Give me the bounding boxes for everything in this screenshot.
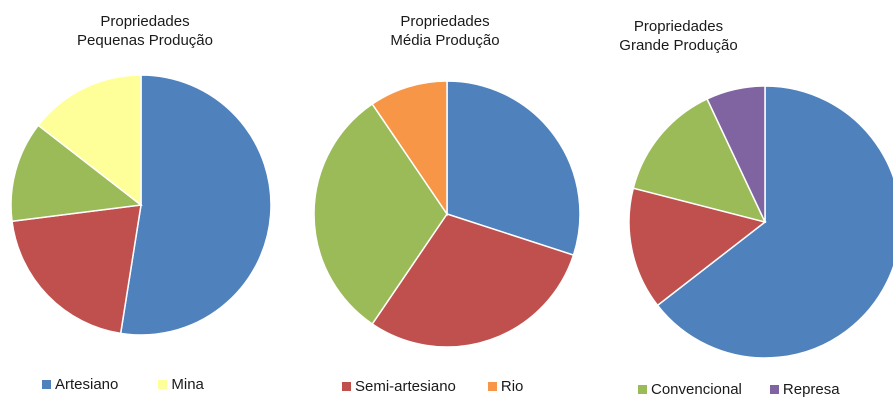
pie-chart-grande: Propriedades Grande Produção Convenciona… <box>600 0 893 400</box>
chart-title-line2: Grande Produção <box>619 37 738 54</box>
chart-title-line2: Média Produção <box>390 32 500 49</box>
chart-title-line1: Propriedades <box>400 13 490 30</box>
legend-swatch <box>342 382 351 391</box>
pie-slice-convencional <box>10 124 143 223</box>
legend-grande: Convencional Represa <box>638 381 862 398</box>
pie-svg-pequenas <box>10 74 272 336</box>
pie-slice-artesiano <box>446 80 581 257</box>
pie-slice-semi-artesiano <box>11 204 142 335</box>
pie-slice-artesiano <box>119 74 272 336</box>
legend-swatch <box>42 380 51 389</box>
pie-slice-rio <box>371 80 448 217</box>
legend-swatch <box>638 385 647 394</box>
legend-item-mina: Mina <box>158 376 204 393</box>
pie-slice-represa <box>706 85 766 223</box>
pie-chart-media: Propriedades Média Produção Semi-artesia… <box>300 0 590 400</box>
pie-slice-semi-artesiano <box>371 213 575 348</box>
legend-item-semi-artesiano: Semi-artesiano <box>342 378 456 395</box>
legend-swatch <box>769 385 779 394</box>
pie-slice-mina <box>37 74 142 207</box>
legend-pequenas: Artesiano Mina <box>42 376 226 393</box>
legend-media: Semi-artesiano Rio <box>342 378 545 395</box>
legend-label: Semi-artesiano <box>355 378 456 395</box>
pie-slice-convencional <box>632 97 767 224</box>
legend-label: Represa <box>782 381 840 398</box>
legend-item-artesiano: Artesiano <box>42 376 118 393</box>
chart-title-line2: Pequenas Produção <box>77 32 213 49</box>
chart-title: Propriedades Média Produção <box>300 12 590 50</box>
chart-title: Propriedades Pequenas Produção <box>0 12 290 50</box>
pie-slice-artesiano <box>656 85 893 359</box>
legend-label: Rio <box>500 378 524 395</box>
legend-item-represa: Represa <box>769 381 840 398</box>
chart-title: Propriedades Grande Produção <box>532 17 825 55</box>
pie-svg-media <box>313 80 581 348</box>
pie-slice-convencional <box>313 102 448 326</box>
legend-swatch <box>487 382 497 391</box>
legend-swatch <box>158 380 168 389</box>
legend-label: Artesiano <box>55 376 119 393</box>
chart-title-line1: Propriedades <box>633 18 724 35</box>
legend-item-rio: Rio <box>487 378 524 395</box>
legend-label: Convencional <box>651 381 742 398</box>
legend-label: Mina <box>171 376 204 393</box>
pie-svg-grande <box>628 85 893 359</box>
chart-title-line1: Propriedades <box>100 13 190 30</box>
pie-chart-pequenas: Propriedades Pequenas Produção Artesiano… <box>0 0 290 400</box>
pie-slice-semi-artesiano <box>628 187 767 307</box>
legend-item-convencional: Convencional <box>638 381 742 398</box>
